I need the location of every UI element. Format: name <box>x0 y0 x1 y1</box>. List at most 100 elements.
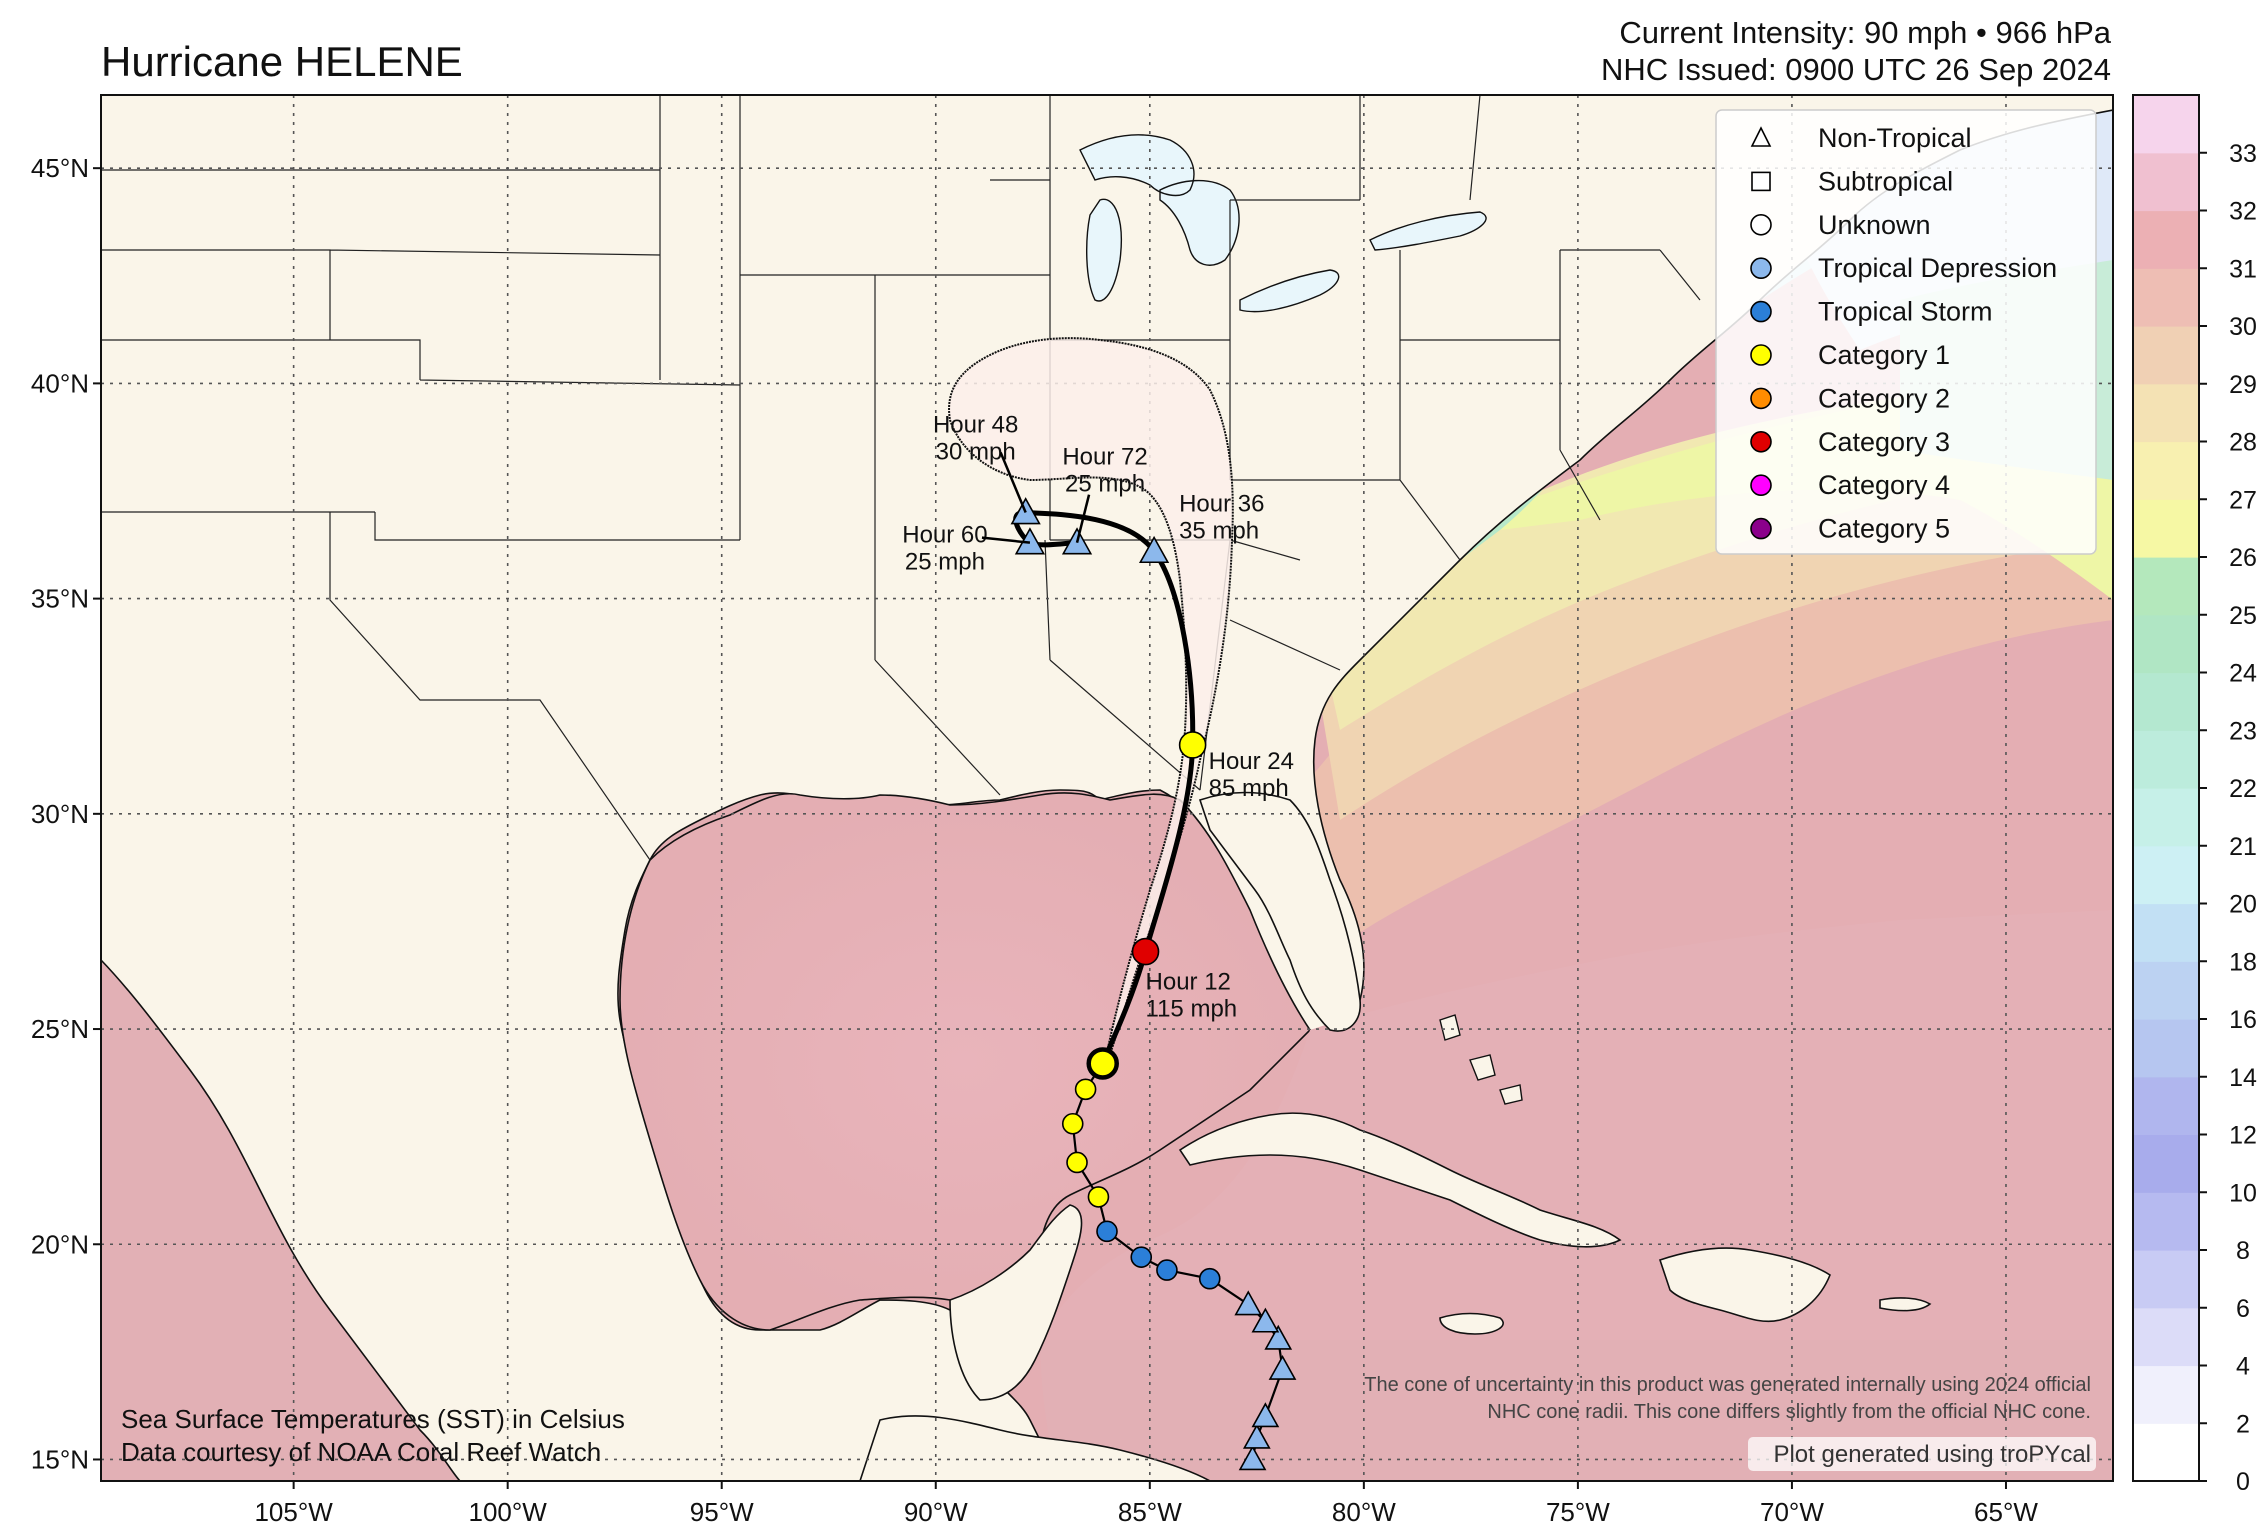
colorbar-segment <box>2133 499 2199 558</box>
forecast-label: Hour 48 30 mph <box>933 412 1018 466</box>
legend-circle-icon <box>1750 474 1772 497</box>
legend-circle-icon <box>1750 387 1772 410</box>
colorbar-label: 31 <box>2229 255 2257 283</box>
gulf-of-mexico <box>619 792 1312 1331</box>
non-tropical-triangle-icon <box>1750 126 1772 147</box>
land-bahamas <box>1439 1014 1523 1105</box>
lat-label: 45°N <box>31 153 89 183</box>
colorbar-segment <box>2133 326 2199 385</box>
colorbar-label: 21 <box>2229 833 2257 861</box>
land-central-america <box>859 1415 1211 1481</box>
cone-disclaimer: The cone of uncertainty in this product … <box>1364 1374 2091 1423</box>
past-track-point <box>1198 1267 1221 1290</box>
land-north-america <box>101 95 2113 1481</box>
forecast-label: Hour 36 35 mph <box>1179 490 1264 544</box>
colorbar-segment <box>2133 383 2199 443</box>
lon-label: 75°W <box>1546 1497 1610 1527</box>
lat-label: 35°N <box>31 584 89 614</box>
past-track-point <box>1066 1151 1088 1174</box>
map-canvas: Hour 12 115 mph Hour 24 85 mph Hour 36 35 mph… <box>101 95 2113 1481</box>
colorbar-segment <box>2133 961 2199 1020</box>
map-title: Hurricane HELENE <box>101 38 463 85</box>
legend-label: Tropical Storm <box>1818 297 1993 327</box>
label-leader-line <box>981 536 1031 544</box>
colorbar-segment <box>2133 1423 2199 1482</box>
past-track-point <box>1074 1078 1097 1101</box>
legend-label: Category 1 <box>1818 340 1950 370</box>
sst-credit: Sea Surface Temperatures (SST) in Celsiu… <box>121 1404 625 1467</box>
colorbar-label: 10 <box>2229 1179 2257 1207</box>
label-leader-line <box>999 452 1027 514</box>
land-jamaica <box>1439 1312 1504 1335</box>
legend-label: Non-Tropical <box>1818 123 1972 153</box>
colorbar-label: 0 <box>2236 1468 2250 1496</box>
colorbar-label: 24 <box>2229 660 2257 688</box>
colorbar-label: 30 <box>2229 313 2257 341</box>
land-hispaniola <box>1658 1247 1831 1323</box>
colorbar-label: 25 <box>2229 602 2257 630</box>
cone-disclaimer-line2: NHC cone radii. This cone differs slight… <box>1487 1401 2091 1423</box>
past-track-point <box>1268 1354 1297 1380</box>
forecast-labels: Hour 12 115 mph Hour 24 85 mph Hour 36 35 mph… <box>902 412 1294 1023</box>
colorbar-label: 33 <box>2229 140 2257 168</box>
colorbar-segment <box>2133 1365 2199 1424</box>
sst-colorbar: 0246810121416182021222324252627282930313… <box>2132 94 2257 1496</box>
colorbar-label: 28 <box>2229 429 2257 457</box>
colorbar-label: 8 <box>2236 1237 2250 1265</box>
forecast-label: Hour 12 115 mph <box>1146 969 1238 1023</box>
past-track-line <box>1071 1062 1284 1460</box>
current-position-marker <box>1086 1047 1119 1080</box>
lat-label: 15°N <box>31 1444 89 1474</box>
legend-label: Category 3 <box>1818 427 1950 457</box>
colorbar-label: 4 <box>2236 1353 2250 1381</box>
label-leader-line <box>1075 494 1091 543</box>
colorbar-label: 29 <box>2229 371 2257 399</box>
legend: Non-Tropical Subtropical Unknown Tropical D… <box>1715 109 2097 555</box>
intensity-block: Current Intensity: 90 mph • 966 hPa NHC … <box>1601 14 2111 88</box>
colorbar-segment <box>2133 1076 2199 1136</box>
lat-label: 25°N <box>31 1014 89 1044</box>
land-yucatan <box>949 1204 1083 1401</box>
colorbar-label: 27 <box>2229 486 2257 514</box>
colorbar-label: 12 <box>2229 1122 2257 1150</box>
current-intensity: Current Intensity: 90 mph • 966 hPa <box>1619 15 2111 50</box>
forecast-label: Hour 24 85 mph <box>1209 748 1294 802</box>
past-track-point <box>1251 1402 1280 1428</box>
pacific-ocean <box>101 958 462 1481</box>
colorbar-label: 6 <box>2236 1295 2250 1323</box>
past-track-point <box>1156 1259 1178 1281</box>
lat-label: 20°N <box>31 1229 89 1259</box>
past-track-point <box>1238 1445 1267 1471</box>
forecast-point <box>1131 937 1160 966</box>
sst-credit-line1: Sea Surface Temperatures (SST) in Celsiu… <box>121 1404 625 1434</box>
colorbar-label: 22 <box>2229 775 2257 803</box>
colorbar-label: 18 <box>2229 948 2257 976</box>
legend-circle-icon <box>1750 517 1772 540</box>
legend-circle-icon <box>1750 300 1772 323</box>
colorbar-segment <box>2133 845 2199 905</box>
forecast-point <box>1178 731 1207 759</box>
past-track-point <box>1061 1112 1084 1135</box>
colorbar-label: 2 <box>2236 1410 2250 1438</box>
subtropical-square-icon <box>1751 171 1771 192</box>
credit-box <box>1748 1437 2096 1471</box>
legend-box <box>1715 109 2097 555</box>
lon-label: 105°W <box>254 1497 333 1527</box>
colorbar-segment <box>2133 1250 2199 1309</box>
sst-credit-line2: Data courtesy of NOAA Coral Reef Watch <box>121 1437 601 1467</box>
longitude-labels: 105°W 100°W 95°W 90°W 85°W 80°W 75°W 70°W 65°W <box>254 1481 2038 1527</box>
colorbar-segment <box>2133 1192 2199 1251</box>
legend-circle-icon <box>1750 344 1772 366</box>
past-track-point <box>1234 1290 1263 1316</box>
colorbar-segment <box>2133 1019 2199 1078</box>
land-cuba <box>1178 1112 1622 1248</box>
past-track-point <box>1264 1324 1293 1350</box>
legend-circle-icon <box>1750 257 1772 280</box>
latitude-labels: 45°N 40°N 35°N 30°N 25°N 20°N 15°N <box>31 153 101 1474</box>
lat-label: 30°N <box>31 799 89 829</box>
colorbar-label: 32 <box>2229 198 2257 226</box>
colorbar-segment <box>2133 268 2199 327</box>
land-puerto-rico <box>1879 1297 1932 1312</box>
past-track-point <box>1130 1246 1153 1268</box>
